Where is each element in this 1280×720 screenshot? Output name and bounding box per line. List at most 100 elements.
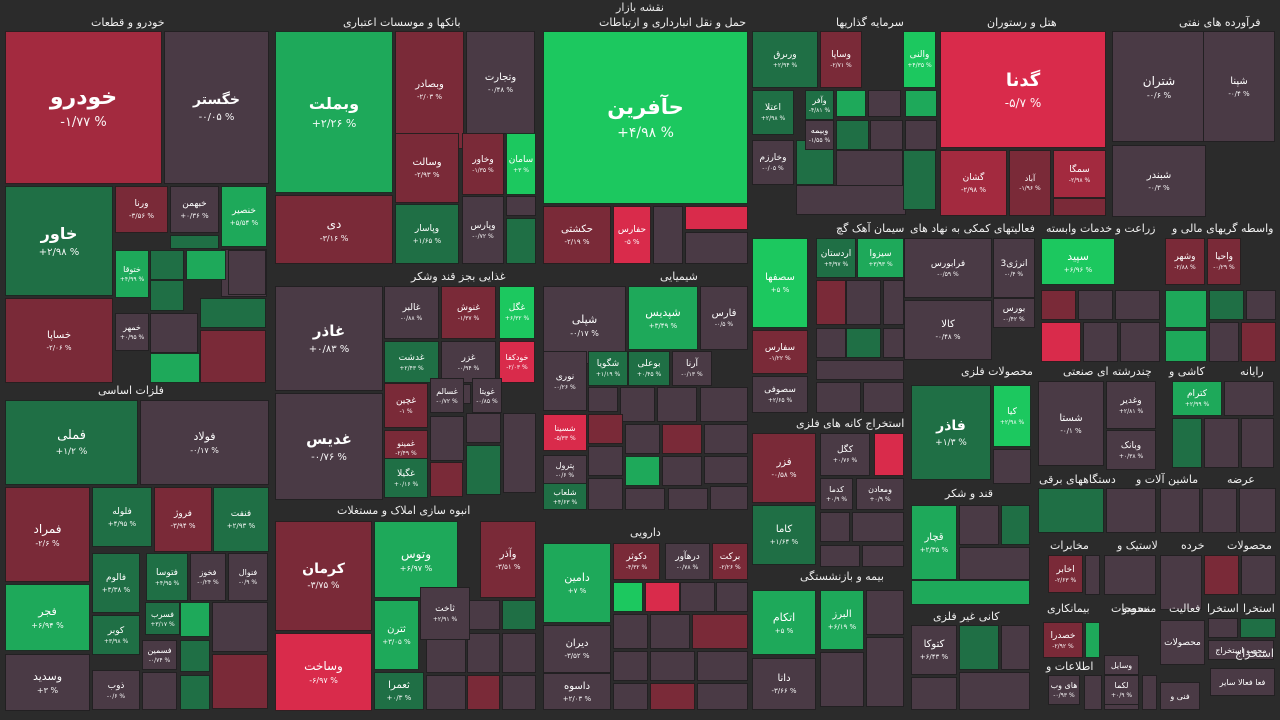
treemap-cell[interactable] <box>588 387 618 412</box>
stock-tile[interactable]: خصدرا% ۲/۹۲- <box>1043 622 1083 658</box>
treemap-cell[interactable] <box>1165 330 1207 362</box>
stock-tile[interactable]: خودرو % ۱/۷۷- <box>5 31 162 184</box>
treemap-cell[interactable] <box>588 478 623 510</box>
stock-tile[interactable]: محصولات <box>1160 620 1205 665</box>
stock-tile[interactable]: فولاد % ۰/۱۷- <box>140 400 269 485</box>
stock-tile[interactable]: پترول% ۰/۶- <box>543 455 587 484</box>
treemap-cell[interactable] <box>430 416 464 461</box>
treemap-cell[interactable] <box>1208 618 1238 638</box>
stock-tile[interactable]: وبصادر % ۲/۰۳- <box>395 31 464 149</box>
stock-tile[interactable]: گدنا % ۵/۷- <box>940 31 1106 148</box>
treemap-cell[interactable] <box>883 328 904 358</box>
stock-tile[interactable]: فتوسا% ۴/۹۵+ <box>146 553 188 601</box>
stock-tile[interactable]: آرنا % ۰/۱۳- <box>672 351 712 386</box>
stock-tile[interactable]: غزر% ۰/۹۴- <box>441 341 496 383</box>
stock-tile[interactable]: غگل % ۶/۳۲+ <box>499 286 535 339</box>
stock-tile[interactable]: اعتلا % ۲/۹۸+ <box>752 90 794 135</box>
stock-tile[interactable]: برکت % ۲/۲۶- <box>712 543 748 580</box>
stock-tile[interactable]: فسمین % ۰/۷۴- <box>142 640 177 670</box>
treemap-cell[interactable] <box>680 582 715 612</box>
treemap-cell[interactable] <box>466 413 501 443</box>
stock-tile[interactable]: وسالت % ۲/۹۳- <box>395 133 459 203</box>
stock-tile[interactable]: فارس % ۰/۵- <box>700 286 748 350</box>
stock-tile[interactable]: فجر % ۶/۹۴+ <box>5 584 90 651</box>
treemap-cell[interactable] <box>1001 625 1030 670</box>
treemap-cell[interactable] <box>180 602 210 637</box>
treemap-cell[interactable] <box>1053 198 1106 216</box>
stock-tile[interactable]: کاما % ۱/۶۴+ <box>752 505 816 565</box>
stock-tile[interactable]: وبیمه % ۱/۵۵- <box>805 120 834 150</box>
stock-tile[interactable]: شسینا% ۵/۳۳- <box>543 414 587 451</box>
treemap-cell[interactable] <box>613 614 648 649</box>
treemap-cell[interactable] <box>186 250 226 280</box>
stock-tile[interactable]: فسرب% ۳/۱۷+ <box>145 602 180 635</box>
stock-tile[interactable]: شگویا % ۱/۱۹+ <box>588 351 628 386</box>
stock-tile[interactable]: فملی % ۱/۲+ <box>5 400 138 485</box>
treemap-cell[interactable] <box>905 120 937 150</box>
stock-tile[interactable]: وبانک% ۰/۳۸+ <box>1106 430 1156 470</box>
treemap-cell[interactable] <box>502 675 536 710</box>
treemap-cell[interactable] <box>1241 555 1276 595</box>
stock-tile[interactable]: خساپا % ۲/۰۶- <box>5 298 113 383</box>
treemap-cell[interactable] <box>653 206 683 264</box>
stock-tile[interactable]: شپنا % ۰/۴- <box>1203 31 1275 142</box>
treemap-cell[interactable] <box>685 232 748 264</box>
treemap-cell[interactable] <box>1224 381 1274 416</box>
treemap-cell[interactable] <box>1001 505 1030 545</box>
stock-tile[interactable]: وپاسار % ۱/۶۵+ <box>395 204 459 264</box>
treemap-cell[interactable] <box>625 424 660 454</box>
stock-tile[interactable]: های وب % ۰/۹۳- <box>1048 675 1080 705</box>
treemap-cell[interactable] <box>662 424 702 454</box>
treemap-cell[interactable] <box>959 672 1030 710</box>
treemap-cell[interactable] <box>1160 488 1200 533</box>
treemap-cell[interactable] <box>1241 418 1274 468</box>
stock-tile[interactable]: فالوم % ۳/۳۸+ <box>92 553 140 613</box>
treemap-cell[interactable] <box>625 488 665 510</box>
stock-tile[interactable]: غگیلا% ۰/۱۶+ <box>384 458 428 498</box>
stock-tile[interactable]: سیزوا% ۳/۹۳+ <box>857 238 904 278</box>
stock-tile[interactable]: کتوکا % ۶/۴۳+ <box>911 625 957 675</box>
stock-tile[interactable]: اردستان% ۴/۹۷+ <box>816 238 856 278</box>
stock-tile[interactable]: بوعلی % ۰/۴۵+ <box>628 351 670 386</box>
stock-tile[interactable]: فنفت % ۲/۹۳+ <box>213 487 269 552</box>
stock-tile[interactable]: دیران % ۳/۵۲- <box>543 625 611 673</box>
treemap-cell[interactable] <box>1085 622 1100 658</box>
stock-tile[interactable]: اخابر% ۲/۶۳- <box>1048 555 1083 593</box>
stock-tile[interactable]: دامین % ۷+ <box>543 543 611 623</box>
stock-tile[interactable]: ورنا % ۳/۵۶- <box>115 186 168 233</box>
treemap-cell[interactable] <box>1142 675 1157 710</box>
stock-tile[interactable]: فمراد % ۲/۶- <box>5 487 90 582</box>
treemap-cell[interactable] <box>180 640 210 672</box>
treemap-cell[interactable] <box>650 651 695 681</box>
treemap-cell[interactable] <box>613 582 643 612</box>
treemap-cell[interactable] <box>662 456 702 486</box>
stock-tile[interactable]: کرمان % ۳/۷۵- <box>275 521 372 631</box>
stock-tile[interactable]: قچار % ۲/۳۵+ <box>911 505 957 580</box>
treemap-cell[interactable] <box>820 545 860 567</box>
treemap-cell[interactable] <box>700 387 748 422</box>
treemap-cell[interactable] <box>212 654 268 709</box>
treemap-cell[interactable] <box>697 651 748 681</box>
stock-tile[interactable]: فنوال % ۰/۹- <box>228 553 268 601</box>
stock-tile[interactable]: خودکفا % ۲/۰۳- <box>499 341 535 383</box>
treemap-cell[interactable] <box>866 637 904 707</box>
treemap-cell[interactable] <box>816 382 861 413</box>
stock-tile[interactable]: فنی و <box>1160 682 1200 710</box>
treemap-cell[interactable] <box>503 413 536 493</box>
stock-tile[interactable]: وخارزم % ۰/۰۵- <box>752 140 794 185</box>
stock-tile[interactable]: فعا فعالا سایر <box>1210 668 1275 696</box>
stock-tile[interactable]: وخاور% ۱/۳۵- <box>462 133 504 195</box>
treemap-cell[interactable] <box>506 218 536 264</box>
treemap-cell[interactable] <box>816 280 846 325</box>
stock-tile[interactable]: شتران % ۰/۶- <box>1112 31 1206 142</box>
stock-tile[interactable]: غدیس % ۰/۷۶- <box>275 393 383 500</box>
stock-tile[interactable]: کگل % ۰/۷۶+ <box>820 433 870 476</box>
treemap-cell[interactable] <box>905 90 937 117</box>
stock-tile[interactable]: درهآور % ۰/۷۸- <box>665 543 710 580</box>
stock-tile[interactable]: سمگا% ۲/۹۸- <box>1053 150 1106 198</box>
treemap-cell[interactable] <box>1241 322 1276 362</box>
stock-tile[interactable]: سصفها % ۵+ <box>752 238 808 328</box>
stock-tile[interactable]: محصو استخراج <box>1208 640 1274 660</box>
stock-tile[interactable]: وپارس% ۰/۷۲- <box>462 196 504 264</box>
treemap-cell[interactable] <box>228 250 266 295</box>
